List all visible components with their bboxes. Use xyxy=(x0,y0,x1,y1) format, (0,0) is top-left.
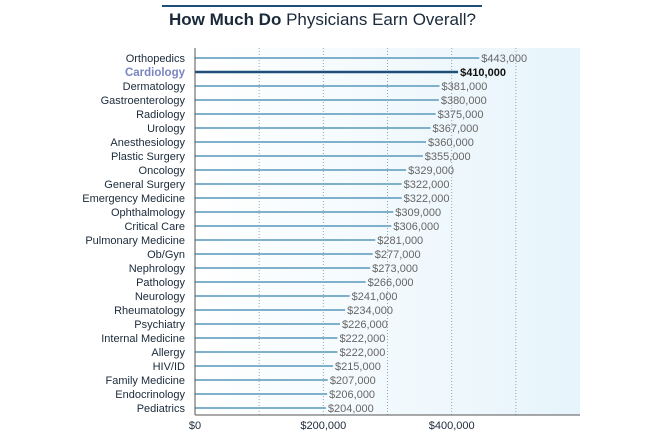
category-label: Dermatology xyxy=(123,81,186,93)
category-label: Nephrology xyxy=(129,263,186,275)
category-label: Anesthesiology xyxy=(110,137,185,149)
value-label: $226,000 xyxy=(342,319,388,331)
value-label: $410,000 xyxy=(460,67,506,79)
x-tick-label: $0 xyxy=(189,420,201,432)
category-label: Psychiatry xyxy=(134,319,185,331)
value-label: $281,000 xyxy=(377,235,423,247)
value-label: $266,000 xyxy=(368,277,414,289)
category-label: Family Medicine xyxy=(106,375,185,387)
value-label: $207,000 xyxy=(330,375,376,387)
value-label: $309,000 xyxy=(395,207,441,219)
category-label: Cardiology xyxy=(125,67,186,79)
value-label: $381,000 xyxy=(441,81,487,93)
value-label: $367,000 xyxy=(432,123,478,135)
category-label: Ophthalmology xyxy=(111,207,185,219)
value-label: $222,000 xyxy=(339,333,385,345)
value-label: $277,000 xyxy=(375,249,421,261)
value-label: $355,000 xyxy=(425,151,471,163)
value-label: $375,000 xyxy=(438,109,484,121)
value-label: $360,000 xyxy=(428,137,474,149)
category-label: Pathology xyxy=(136,277,185,289)
category-label: Ob/Gyn xyxy=(147,249,185,261)
title-rule xyxy=(162,5,482,7)
value-label: $204,000 xyxy=(328,403,374,415)
category-label: Emergency Medicine xyxy=(82,193,185,205)
value-label: $234,000 xyxy=(347,305,393,317)
value-label: $273,000 xyxy=(372,263,418,275)
category-label: Oncology xyxy=(139,165,186,177)
chart-title-rest: Physicians Earn Overall? xyxy=(286,10,477,29)
chart-title: How Much Do Physicians Earn Overall? xyxy=(0,10,645,30)
value-label: $329,000 xyxy=(408,165,454,177)
chart-title-bold: How Much Do xyxy=(168,10,282,29)
x-tick-label: $200,000 xyxy=(300,420,346,432)
value-label: $222,000 xyxy=(339,347,385,359)
value-label: $241,000 xyxy=(352,291,398,303)
value-label: $306,000 xyxy=(393,221,439,233)
category-label: Neurology xyxy=(135,291,186,303)
category-label: Endocrinology xyxy=(115,389,185,401)
category-label: Rheumatology xyxy=(114,305,185,317)
category-label: Gastroenterology xyxy=(101,95,186,107)
x-tick-label: $400,000 xyxy=(429,420,475,432)
category-label: Orthopedics xyxy=(126,53,186,65)
value-label: $322,000 xyxy=(404,193,450,205)
category-label: General Surgery xyxy=(104,179,185,191)
category-label: Plastic Surgery xyxy=(111,151,185,163)
category-label: Radiology xyxy=(136,109,185,121)
category-label: HIV/ID xyxy=(153,361,185,373)
value-label: $322,000 xyxy=(404,179,450,191)
category-label: Urology xyxy=(147,123,185,135)
value-label: $443,000 xyxy=(481,53,527,65)
category-label: Allergy xyxy=(151,347,185,359)
category-label: Pediatrics xyxy=(137,403,186,415)
value-label: $206,000 xyxy=(329,389,375,401)
category-label: Pulmonary Medicine xyxy=(85,235,185,247)
value-label: $380,000 xyxy=(441,95,487,107)
category-label: Critical Care xyxy=(124,221,185,233)
value-label: $215,000 xyxy=(335,361,381,373)
category-label: Internal Medicine xyxy=(101,333,185,345)
